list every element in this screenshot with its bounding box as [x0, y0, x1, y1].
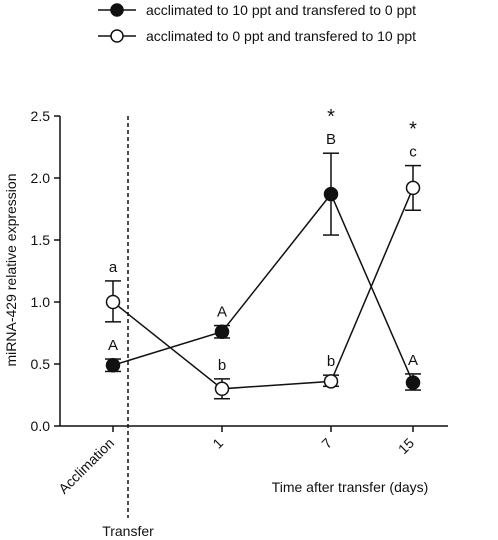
group-letter-1-0: a	[109, 259, 118, 276]
y-tick-label-4: 2.0	[31, 170, 51, 186]
group-letter-0-3: A	[408, 352, 418, 369]
series-0-line	[112, 192, 414, 383]
x-tick-label-3: 15	[395, 435, 417, 457]
data-point-0-0	[105, 357, 121, 373]
data-point-1-1	[214, 381, 230, 397]
x-tick-label-2: 7	[318, 435, 335, 452]
legend-marker-filled	[110, 3, 124, 17]
data-point-1-3	[405, 180, 421, 196]
legend: acclimated to 10 ppt and transfered to 0…	[98, 2, 416, 44]
x-axis-label: Time after transfer (days)	[272, 479, 429, 495]
x-tick-label-1: 1	[209, 435, 226, 452]
series-layer: A A B * Aa b b c *	[105, 106, 421, 400]
y-axis-label: miRNA-429 relative expression	[3, 174, 19, 367]
group-letter-1-3: c	[409, 144, 417, 161]
group-letter-1-2: b	[327, 353, 335, 370]
x-tick-label-0: Acclimation	[55, 435, 117, 497]
series-0: A A B * A	[105, 106, 421, 391]
data-point-0-2	[323, 186, 339, 202]
axis-ticks: 0.0 0.5 1.0 1.5 2.0 2.5 Acclimation 1 7 15	[31, 108, 418, 497]
group-letter-0-1: A	[217, 304, 227, 321]
significance-star-1-3: *	[409, 119, 417, 141]
significance-star-0-2: *	[327, 106, 335, 128]
y-tick-label-0: 0.0	[31, 418, 51, 434]
group-letter-0-2: B	[326, 131, 336, 148]
data-point-1-0	[105, 294, 121, 310]
legend-label-open: acclimated to 0 ppt and transfered to 10…	[146, 28, 416, 44]
legend-marker-open	[110, 29, 124, 43]
data-point-1-2	[323, 374, 339, 389]
y-tick-label-2: 1.0	[31, 294, 51, 310]
series-1-line	[112, 187, 414, 390]
legend-label-filled: acclimated to 10 ppt and transfered to 0…	[146, 2, 416, 18]
data-point-0-3	[405, 375, 421, 390]
group-letter-1-1: b	[218, 357, 226, 374]
series-1: a b b c *	[105, 119, 421, 400]
y-tick-label-3: 1.5	[31, 232, 51, 248]
data-point-0-1	[214, 324, 230, 340]
y-tick-label-1: 0.5	[31, 356, 51, 372]
transfer-label: Transfer	[102, 523, 154, 539]
group-letter-0-0: A	[108, 337, 118, 354]
y-tick-label-5: 2.5	[31, 108, 51, 124]
